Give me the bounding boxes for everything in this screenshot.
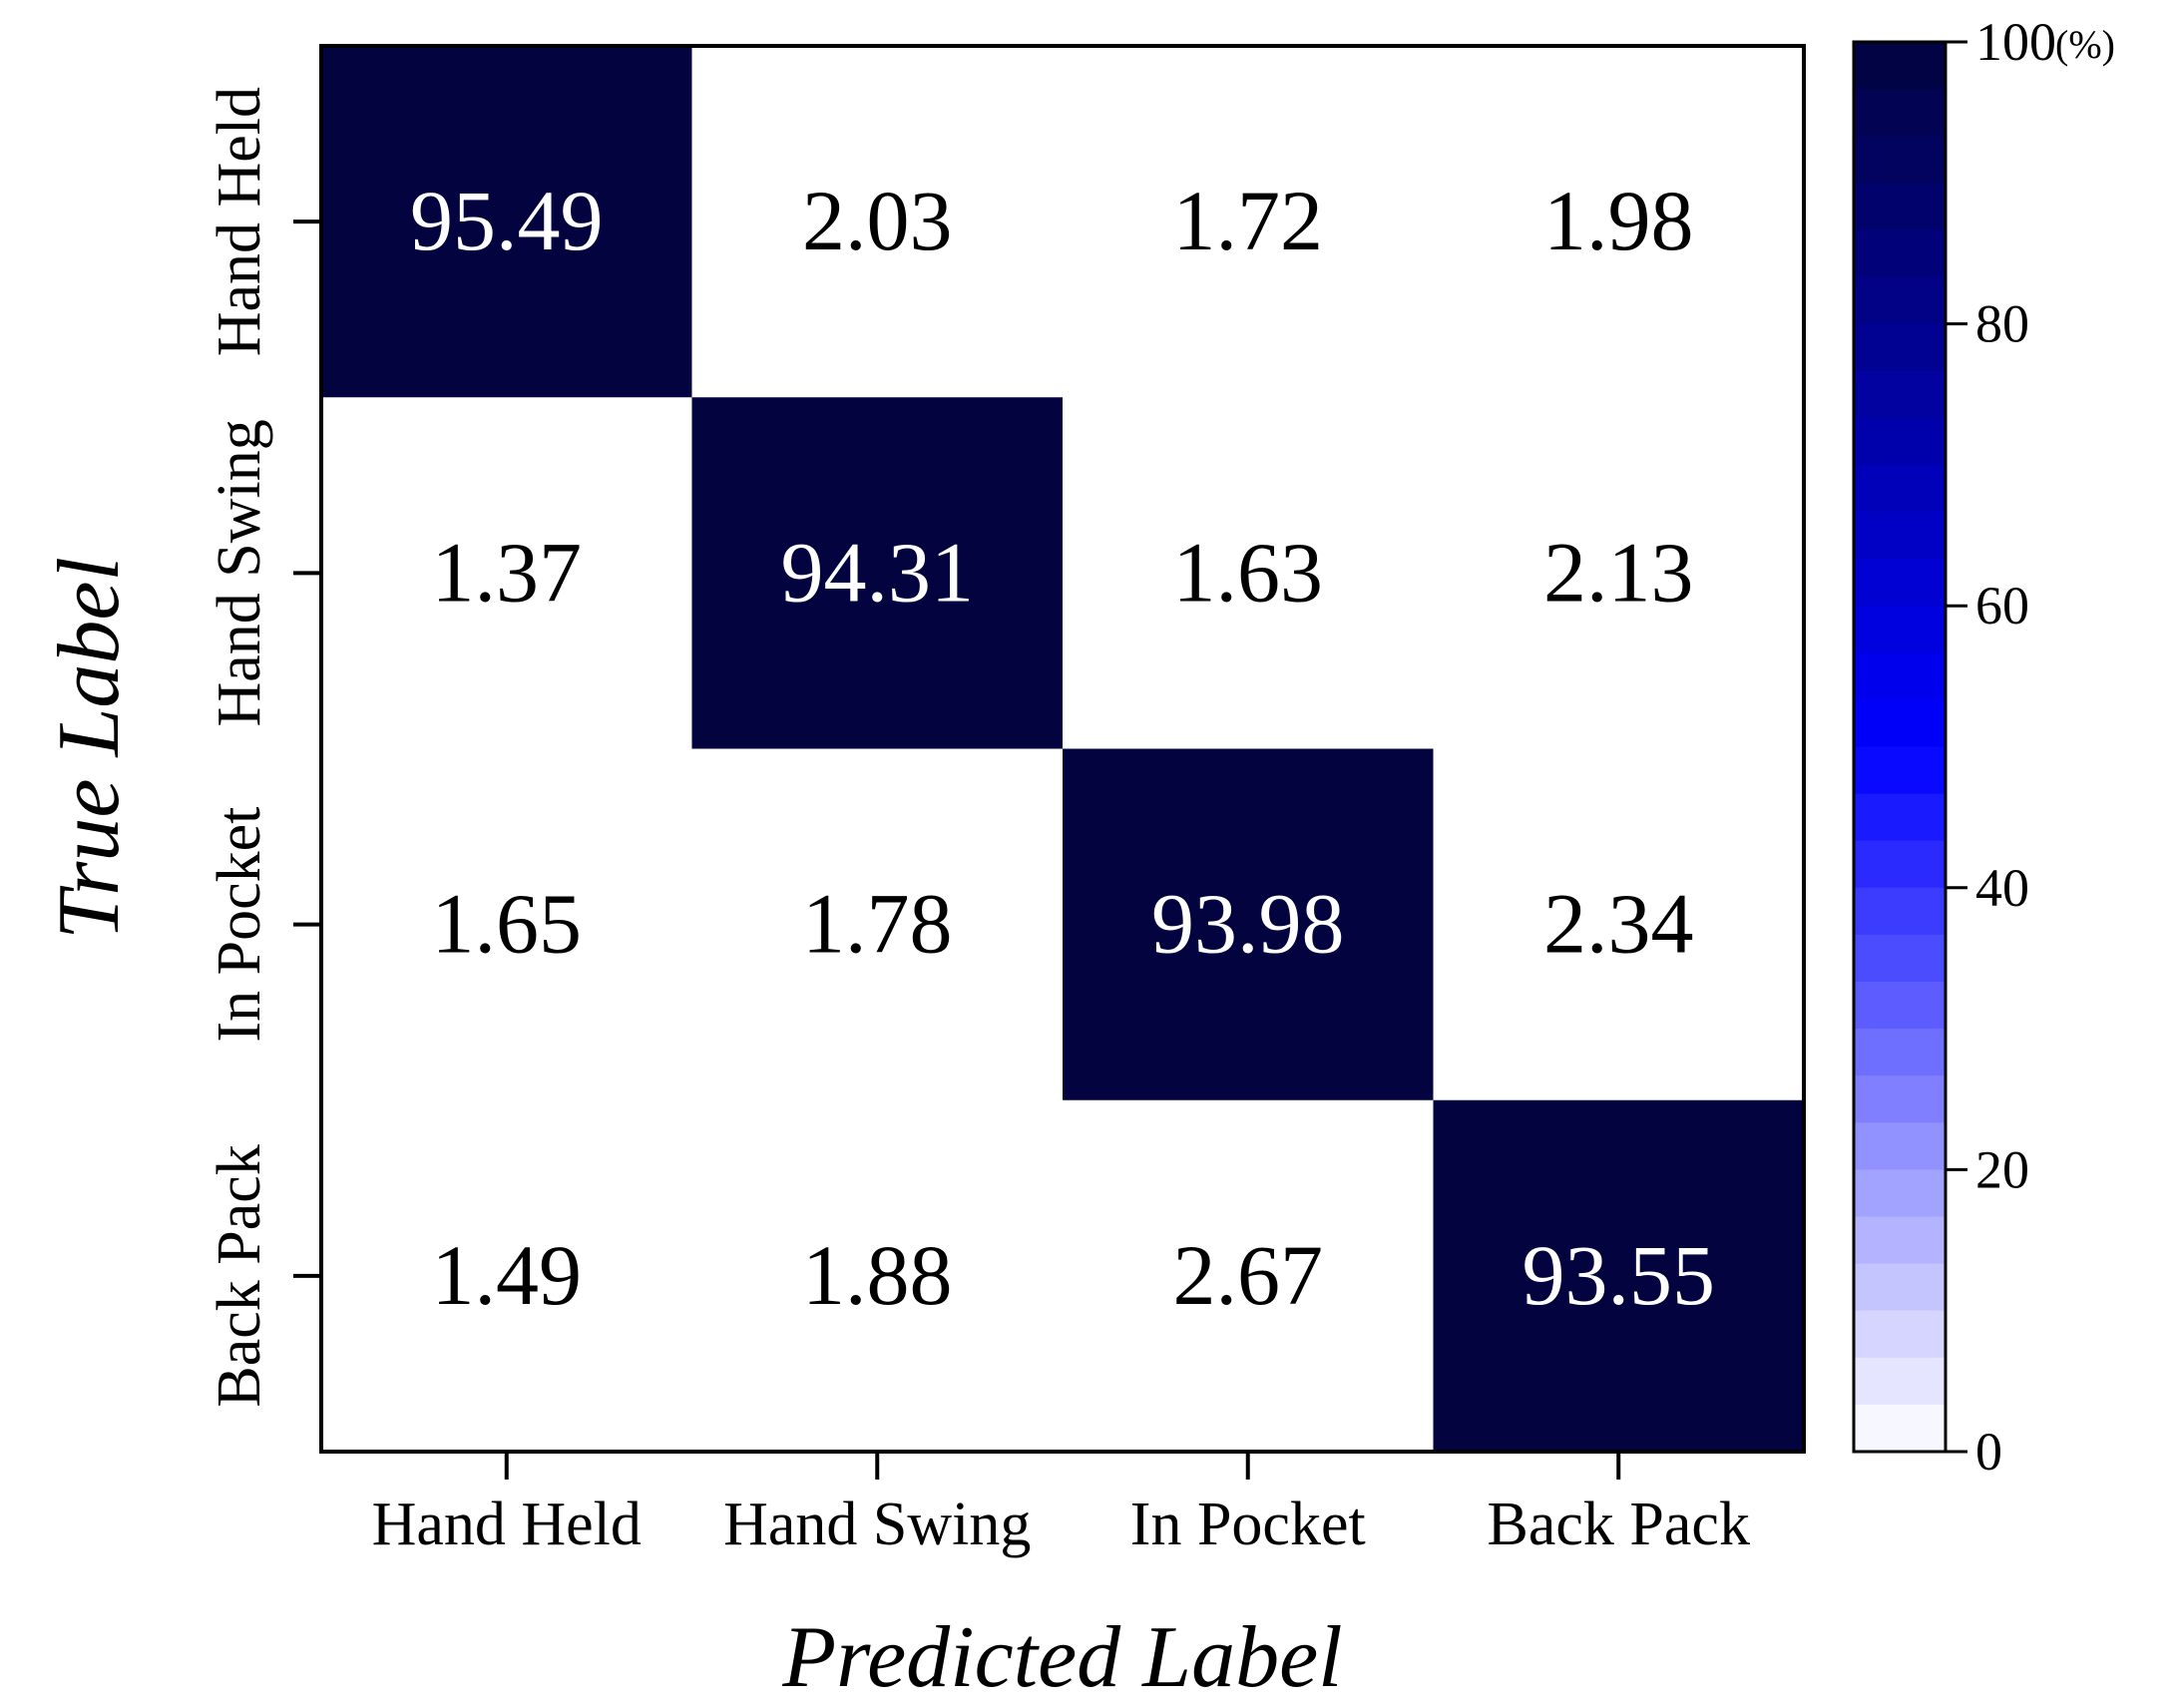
- cell-value-label: 1.88: [802, 1227, 953, 1323]
- heatmap-cell: [1433, 397, 1805, 749]
- colorbar-step: [1854, 370, 1946, 419]
- cell-value-label: 94.31: [781, 524, 975, 620]
- heatmap-cell: [1433, 748, 1805, 1101]
- colorbar-step: [1854, 606, 1946, 653]
- colorbar-step: [1854, 323, 1946, 372]
- x-axis-label: Predicted Label: [781, 1609, 1342, 1706]
- cell-value-label: 1.63: [1173, 524, 1324, 620]
- colorbar-step: [1854, 652, 1946, 700]
- cell-value-label: 1.49: [432, 1227, 583, 1323]
- heatmap-cell: [1063, 46, 1434, 398]
- colorbar-step: [1854, 1216, 1946, 1265]
- y-axis-ticks: Hand Held Hand Swing In Pocket Back Pack: [206, 87, 321, 1408]
- cell-value-label: 2.03: [802, 173, 953, 268]
- colorbar-tick-label: 80: [1975, 294, 2029, 354]
- colorbar-step: [1854, 417, 1946, 466]
- colorbar-step: [1854, 1404, 1946, 1453]
- x-tick-label: Hand Swing: [723, 1491, 1031, 1558]
- cell-value-label: 1.72: [1173, 173, 1324, 268]
- heatmap-cell: [1433, 46, 1805, 398]
- y-tick-label: Hand Held: [206, 87, 273, 356]
- heatmap-cell: [1433, 1099, 1805, 1453]
- colorbar-step: [1854, 1263, 1946, 1312]
- colorbar-step: [1854, 1310, 1946, 1359]
- heatmap-cell: [691, 1099, 1064, 1453]
- colorbar-step: [1854, 840, 1946, 889]
- heatmap-cell: [1063, 1099, 1434, 1453]
- colorbar-step: [1854, 982, 1946, 1030]
- colorbar-step: [1854, 464, 1946, 513]
- colorbar-step: [1854, 229, 1946, 278]
- colorbar-step: [1854, 699, 1946, 748]
- colorbar-tick-label: 20: [1975, 1139, 2029, 1199]
- colorbar-tick-label: 60: [1975, 576, 2029, 636]
- x-tick-label: Hand Held: [372, 1491, 642, 1558]
- colorbar-step: [1854, 1122, 1946, 1170]
- heatmap-cells: 95.49 2.03 1.72 1.98 1.37 94.31 1.63 2.13 1.65 1.…: [321, 46, 1805, 1453]
- cell-value-label: 1.78: [802, 876, 953, 972]
- colorbar-step: [1854, 559, 1946, 607]
- colorbar-unit-label: (%): [2055, 22, 2115, 67]
- y-tick-label: Hand Swing: [206, 419, 273, 726]
- heatmap-cell: [321, 46, 692, 398]
- colorbar-step: [1854, 136, 1946, 184]
- cell-value-label: 2.67: [1173, 1227, 1324, 1323]
- cell-value-label: 2.34: [1543, 876, 1694, 972]
- heatmap-cell: [321, 397, 692, 749]
- colorbar: 0 20 40 60 80 100 (%): [1852, 12, 2115, 1482]
- colorbar-step: [1854, 1357, 1946, 1406]
- heatmap-cell: [691, 46, 1064, 398]
- colorbar-step: [1854, 276, 1946, 325]
- colorbar-step: [1854, 183, 1946, 230]
- heatmap-cell: [691, 748, 1064, 1101]
- colorbar-frame: [1852, 40, 1948, 1454]
- colorbar-step: [1854, 793, 1946, 842]
- cell-value-label: 2.13: [1543, 524, 1694, 620]
- colorbar-step: [1854, 746, 1946, 795]
- x-tick-label: Back Pack: [1488, 1491, 1750, 1558]
- y-tick-label: Back Pack: [206, 1144, 273, 1407]
- heatmap-cell: [321, 748, 692, 1101]
- y-tick-label: In Pocket: [206, 807, 273, 1043]
- colorbar-step: [1854, 1075, 1946, 1123]
- colorbar-step: [1854, 89, 1946, 137]
- colorbar-step: [1854, 42, 1946, 90]
- heatmap-cell: [691, 397, 1064, 749]
- cell-value-label: 1.65: [432, 876, 583, 972]
- x-axis-ticks: Hand Held Hand Swing In Pocket Back Pack: [372, 1452, 1750, 1558]
- colorbar-tick-label: 0: [1975, 1422, 2002, 1482]
- x-tick-label: In Pocket: [1130, 1491, 1366, 1558]
- heatmap-cell: [321, 1099, 692, 1453]
- colorbar-step: [1854, 887, 1946, 936]
- cell-value-label: 1.98: [1543, 173, 1694, 268]
- colorbar-step: [1854, 934, 1946, 983]
- colorbar-tick-label: 100: [1975, 12, 2056, 72]
- cell-value-label: 95.49: [410, 173, 604, 268]
- cell-value-label: 93.55: [1522, 1227, 1716, 1323]
- colorbar-step: [1854, 512, 1946, 560]
- heatmap-cell: [1063, 748, 1434, 1101]
- plot-frame: [319, 44, 1806, 1454]
- colorbar-step: [1854, 1029, 1946, 1076]
- y-axis-label: True Label: [41, 557, 138, 940]
- colorbar-tick-label: 40: [1975, 858, 2029, 918]
- colorbar-step: [1854, 1169, 1946, 1218]
- cell-value-label: 93.98: [1151, 876, 1345, 972]
- cell-value-label: 1.37: [432, 524, 583, 620]
- heatmap-cell: [1063, 397, 1434, 749]
